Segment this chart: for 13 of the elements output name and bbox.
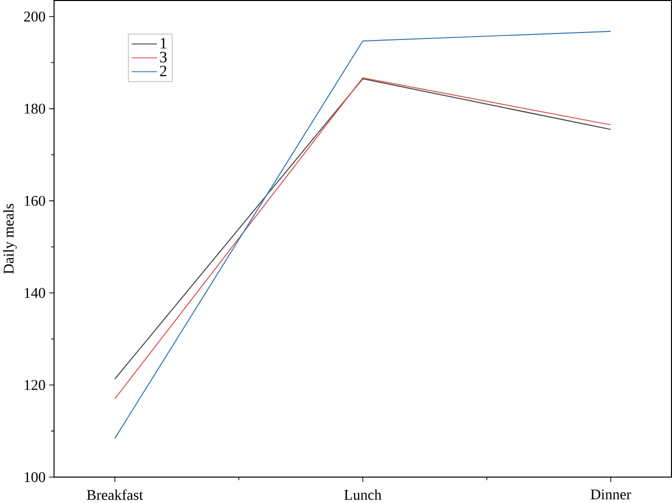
y-tick-label: 120 bbox=[24, 380, 46, 390]
y-tick-label: 160 bbox=[24, 196, 46, 206]
legend-label: 3 bbox=[160, 52, 167, 62]
y-tick-label: 100 bbox=[24, 472, 46, 482]
y-tick-label: 180 bbox=[24, 104, 46, 114]
y-tick-label: 140 bbox=[24, 288, 46, 298]
y-tick-label: 200 bbox=[24, 11, 46, 22]
x-tick-label: Lunch bbox=[344, 489, 382, 500]
legend-label: 2 bbox=[160, 66, 166, 76]
legend-label: 1 bbox=[160, 38, 166, 48]
x-tick-label: Breakfast bbox=[86, 489, 144, 500]
x-tick-label: Dinner bbox=[590, 489, 632, 500]
y-axis-title: Daily meals bbox=[3, 204, 17, 274]
